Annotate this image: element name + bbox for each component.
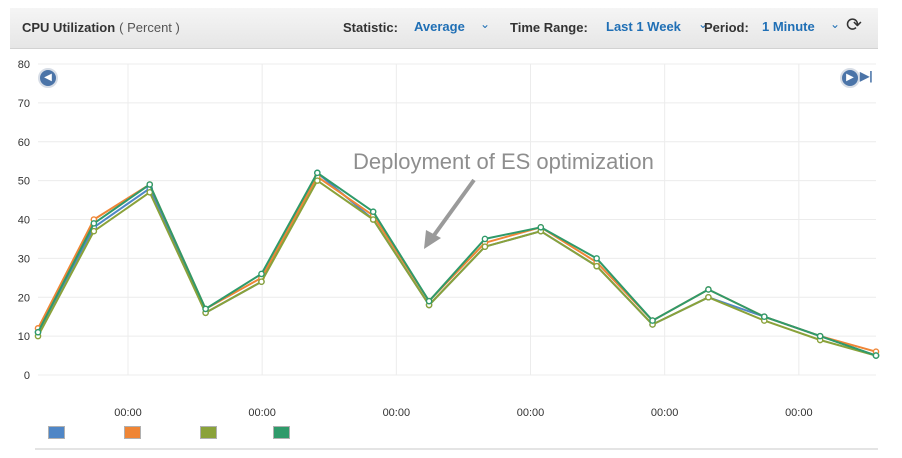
data-point [202,305,209,313]
y-tick-label: 80 [18,59,30,71]
data-point [705,293,712,301]
refresh-icon[interactable]: ⟳ [846,15,862,36]
metric-title: CPU Utilization( Percent ) [22,20,180,35]
data-point [649,317,656,324]
chevron-down-icon[interactable]: ⌄ [830,17,841,31]
data-point [760,313,768,320]
y-tick-label: 0 [24,370,30,382]
scroll-right-icon[interactable]: ▶ [840,68,860,88]
metric-unit: ( Percent ) [119,20,180,35]
data-point [90,220,98,227]
x-tick-label: 00:00 [383,407,411,419]
y-axis: 0 10 20 30 40 50 60 70 80 [18,59,30,382]
data-point [369,216,377,223]
data-point [258,270,265,278]
data-point [537,223,545,231]
data-point [816,332,824,340]
grid [38,63,876,376]
x-tick-label: 00:00 [114,407,142,419]
data-point [34,328,42,336]
y-tick-label: 20 [18,292,30,304]
x-tick-label: 00:00 [248,407,276,419]
time-range-dropdown[interactable]: Last 1 Week [606,19,681,34]
data-point [146,181,154,188]
chevron-down-icon[interactable]: ⌄ [480,17,491,31]
y-tick-label: 10 [18,331,30,343]
data-point [258,278,265,286]
legend-swatch-green[interactable] [273,426,290,439]
series-line-4 [37,171,877,357]
data-point [90,227,98,235]
data-point [593,262,600,270]
data-point [481,243,489,251]
data-point [872,352,880,359]
series-line-3 [37,179,877,357]
data-point [593,255,600,262]
data-point [481,235,489,243]
legend-swatch-blue[interactable] [48,426,65,439]
chevron-down-icon[interactable]: ⌄ [698,17,709,31]
data-point [425,297,433,305]
statistic-dropdown[interactable]: Average [414,19,465,34]
y-tick-label: 50 [18,176,30,188]
y-tick-label: 60 [18,137,30,149]
y-tick-label: 70 [18,98,30,110]
scroll-left-icon[interactable]: ◀ [38,68,58,88]
data-point [314,169,321,177]
chart-header: CPU Utilization( Percent ) Statistic: Av… [10,8,878,49]
legend-swatch-orange[interactable] [124,426,141,439]
annotation-arrow [424,178,476,249]
time-range-label: Time Range: [510,20,588,35]
scroll-end-icon[interactable]: ▶| [860,69,873,83]
period-dropdown[interactable]: 1 Minute [762,19,815,34]
data-point [705,286,712,293]
statistic-label: Statistic: [343,20,398,35]
series-group [34,169,880,359]
x-tick-label: 00:00 [517,407,545,419]
x-tick-label: 00:00 [785,407,813,419]
annotation-label: Deployment of ES optimization [353,149,654,174]
metric-name: CPU Utilization [22,20,116,35]
legend-swatch-olive[interactable] [200,426,217,439]
y-tick-label: 40 [18,215,30,227]
y-tick-label: 30 [18,253,30,265]
annotation-arrow-shaft [430,178,476,240]
data-point [314,177,321,184]
data-point [369,208,377,216]
period-label: Period: [704,20,749,35]
annotation-arrow-head [424,230,441,249]
x-tick-label: 00:00 [651,407,679,419]
